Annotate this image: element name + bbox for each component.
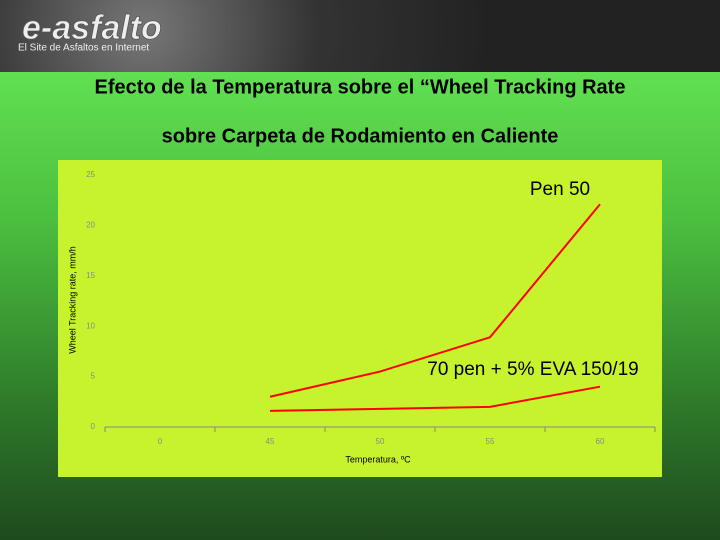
y-tick-label: 5 (91, 372, 96, 381)
y-tick-label: 10 (86, 321, 95, 330)
series-label: 70 pen + 5% EVA 150/19 (427, 359, 638, 380)
plot-area (58, 160, 662, 477)
series-line (269, 203, 601, 398)
series-line (269, 385, 601, 412)
y-tick-label: 15 (86, 271, 95, 280)
x-tick-label: 60 (596, 437, 605, 446)
tagline: El Site de Asfaltos en Internet (18, 43, 149, 54)
chart-title: Efecto de la Temperatura sobre el “Wheel… (95, 76, 626, 98)
y-axis-label: Wheel Tracking rate, mm/h (67, 246, 77, 354)
y-tick-label: 0 (91, 422, 96, 431)
x-tick-label: 55 (486, 437, 495, 446)
series-label: Pen 50 (530, 179, 590, 200)
x-tick-label: 50 (376, 437, 385, 446)
logo: e-asfalto (22, 9, 162, 47)
header-banner (0, 0, 720, 72)
x-axis-label: Temperatura, ºC (345, 454, 411, 464)
y-tick-label: 20 (86, 221, 95, 230)
chart-subtitle: sobre Carpeta de Rodamiento en Caliente (162, 125, 559, 147)
x-tick-label: 45 (266, 437, 275, 446)
y-tick-label: 25 (86, 170, 95, 179)
x-tick-label: 0 (158, 437, 163, 446)
